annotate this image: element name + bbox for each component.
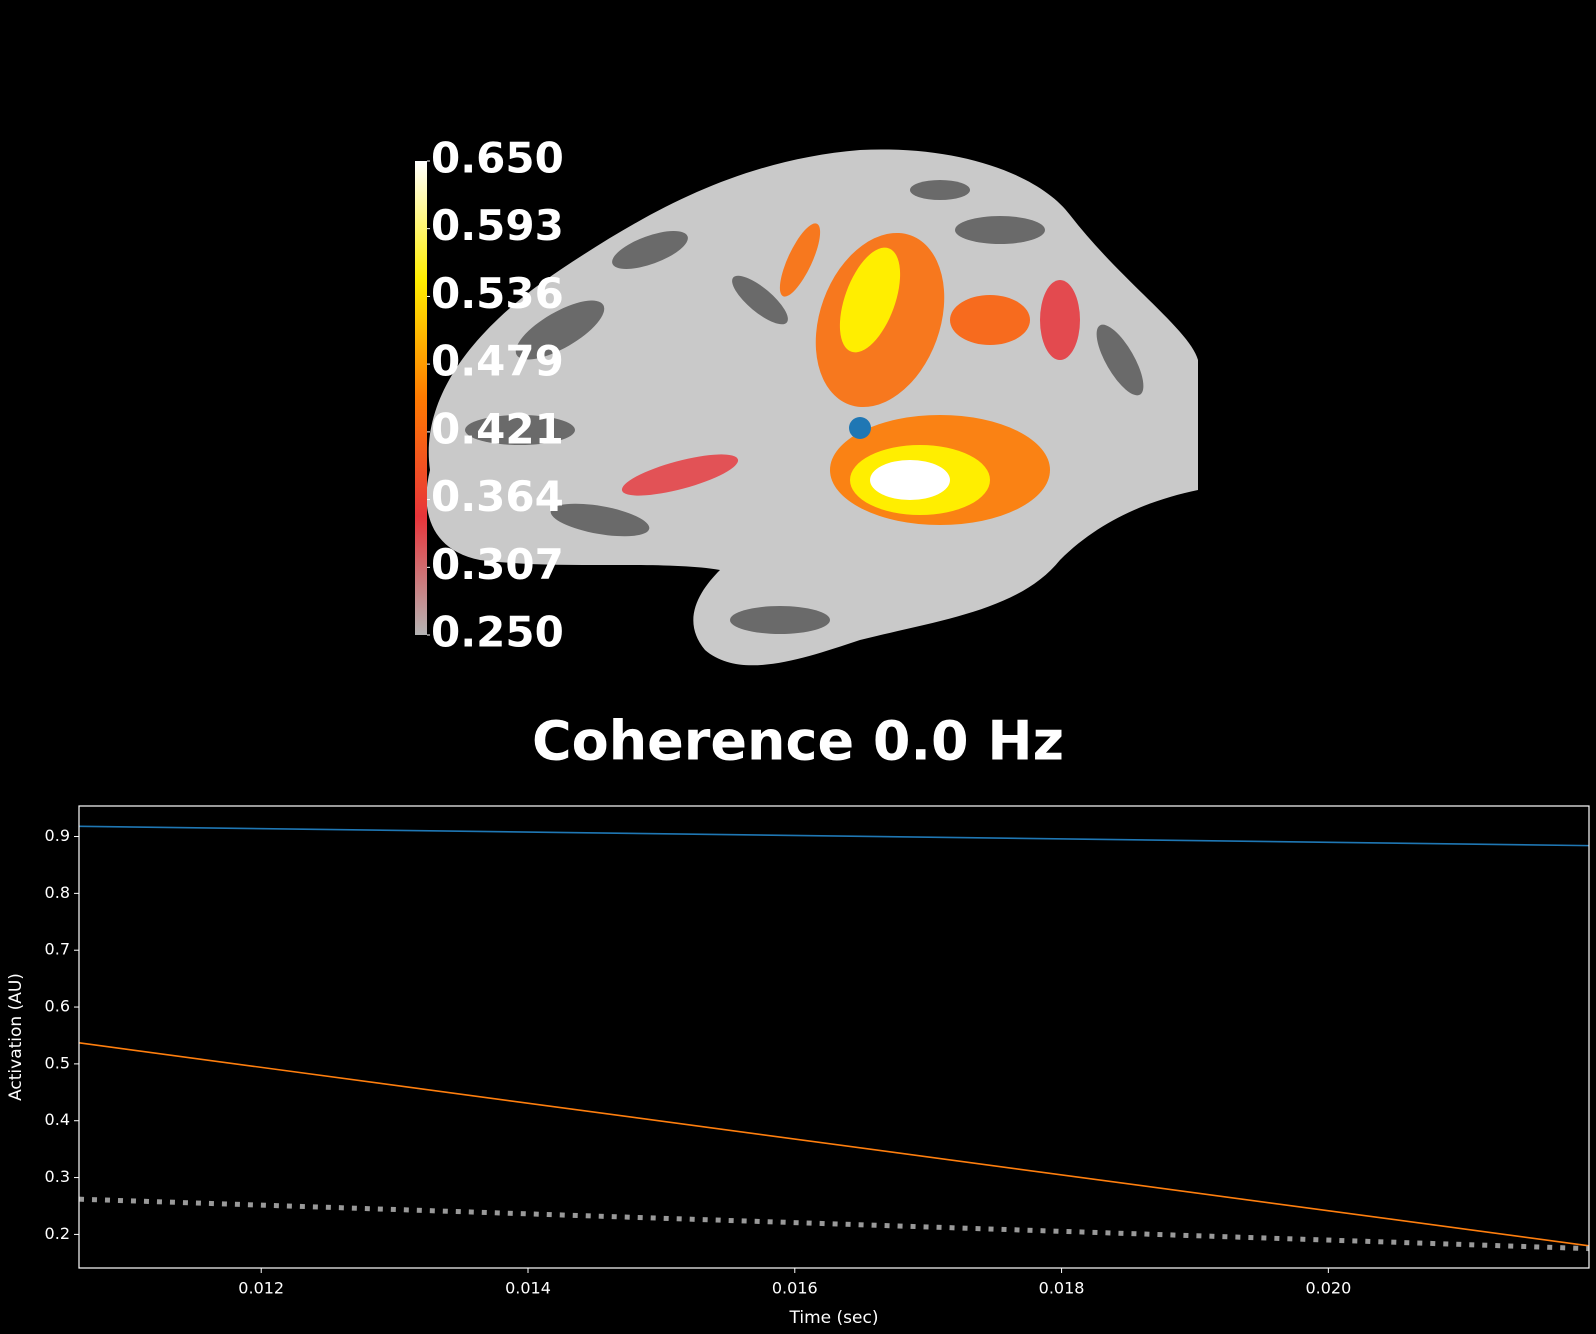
seed-marker: [849, 417, 871, 439]
y-tick-label: 0.8: [45, 883, 70, 902]
y-axis-label: Activation (AU): [6, 973, 26, 1101]
colorbar-tick-label: 0.536: [431, 269, 564, 318]
y-tick-label: 0.9: [45, 826, 70, 845]
x-tick-label: 0.014: [505, 1279, 551, 1298]
colorbar-tick-label: 0.307: [431, 540, 564, 589]
sulci: [465, 180, 1144, 634]
activation: [621, 223, 1080, 525]
x-tick-label: 0.020: [1305, 1279, 1351, 1298]
colorbar-tick-label: 0.364: [431, 472, 564, 521]
cortex: [426, 149, 1198, 666]
plot-frame: [78, 805, 1590, 1269]
colorbar-tick-label: 0.250: [431, 608, 564, 657]
brain: [426, 149, 1198, 666]
x-tick-label: 0.016: [772, 1279, 818, 1298]
colorbar-tick-label: 0.421: [431, 404, 564, 453]
colorbar-tick-label: 0.593: [431, 201, 564, 250]
y-tick-label: 0.5: [45, 1053, 70, 1072]
x-tick-label: 0.012: [238, 1279, 284, 1298]
y-tick-label: 0.6: [45, 997, 70, 1016]
colorbar-tick-label: 0.479: [431, 337, 564, 386]
x-axis-label: Time (sec): [789, 1308, 879, 1328]
colorbar-tick-label: 0.650: [431, 134, 564, 183]
figure-title: Coherence 0.0 Hz: [532, 710, 1064, 773]
colorbar: [415, 161, 427, 635]
x-tick-label: 0.018: [1039, 1279, 1085, 1298]
y-tick-label: 0.3: [45, 1167, 70, 1186]
series-line: [79, 1042, 1589, 1247]
y-tick-label: 0.4: [45, 1110, 70, 1129]
y-tick-label: 0.2: [45, 1224, 70, 1243]
y-tick-label: 0.7: [45, 940, 70, 959]
series-line: [79, 1196, 1589, 1252]
series-line: [79, 825, 1589, 847]
